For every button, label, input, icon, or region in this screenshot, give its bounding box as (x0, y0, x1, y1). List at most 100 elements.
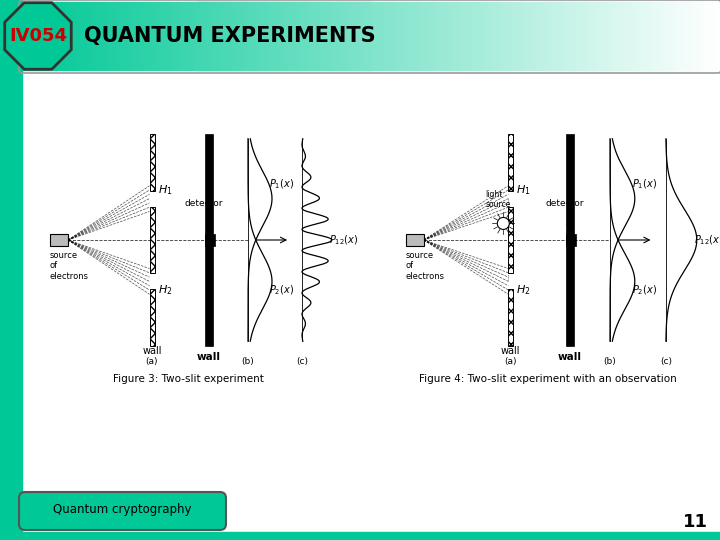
Bar (583, 2, 585, 70)
Bar (568, 2, 570, 70)
Bar (531, 2, 533, 70)
Bar (170, 2, 171, 70)
Bar (300, 2, 302, 70)
Bar (220, 2, 222, 70)
Bar (212, 2, 213, 70)
Bar (489, 2, 490, 70)
Bar (678, 2, 680, 70)
Bar (102, 2, 103, 70)
Bar (98, 2, 99, 70)
Bar (549, 2, 550, 70)
Bar (335, 2, 337, 70)
Bar (306, 2, 307, 70)
Bar (425, 2, 426, 70)
Bar (451, 2, 454, 70)
Bar (567, 2, 569, 70)
Bar (251, 2, 252, 70)
Bar (448, 2, 449, 70)
Bar (362, 2, 364, 70)
Bar (505, 2, 507, 70)
Bar (307, 2, 309, 70)
Bar (399, 2, 400, 70)
Bar (179, 2, 180, 70)
Bar (46, 2, 48, 70)
Bar (669, 2, 670, 70)
Bar (369, 2, 371, 70)
Bar (334, 2, 336, 70)
Bar (279, 2, 281, 70)
Bar (611, 2, 612, 70)
Bar (376, 2, 377, 70)
Bar (447, 2, 449, 70)
Bar (50, 2, 51, 70)
Bar (80, 2, 81, 70)
Bar (205, 134, 213, 346)
Bar (215, 2, 216, 70)
Bar (674, 2, 675, 70)
Text: source
of
electrons: source of electrons (405, 251, 445, 281)
Bar (712, 2, 714, 70)
Bar (42, 2, 43, 70)
Bar (538, 2, 539, 70)
Bar (74, 2, 76, 70)
Bar (598, 2, 600, 70)
Bar (536, 2, 538, 70)
Bar (256, 2, 258, 70)
Bar (156, 2, 157, 70)
Bar (236, 2, 238, 70)
Bar (150, 134, 155, 191)
Bar (626, 2, 628, 70)
Bar (521, 2, 523, 70)
Bar (621, 2, 623, 70)
Bar (353, 2, 354, 70)
Bar (171, 2, 173, 70)
Text: $P_{12}(x)$: $P_{12}(x)$ (329, 233, 359, 247)
Bar (336, 2, 338, 70)
Bar (129, 2, 130, 70)
Bar (145, 2, 147, 70)
Bar (639, 2, 641, 70)
Bar (356, 2, 358, 70)
Bar (508, 207, 513, 273)
Bar (314, 2, 315, 70)
Bar (616, 2, 618, 70)
Bar (554, 2, 556, 70)
Bar (392, 2, 393, 70)
Bar (525, 2, 526, 70)
Bar (557, 2, 559, 70)
Bar (516, 2, 518, 70)
Bar (45, 2, 46, 70)
Bar (89, 2, 90, 70)
Bar (629, 2, 630, 70)
Bar (367, 2, 369, 70)
Bar (344, 2, 346, 70)
Bar (280, 2, 282, 70)
Bar (559, 2, 560, 70)
Bar (131, 2, 132, 70)
Bar (127, 2, 128, 70)
Bar (0, 0, 22, 540)
Bar (544, 2, 546, 70)
Text: wall: wall (197, 352, 221, 362)
Bar (503, 2, 505, 70)
Bar (191, 2, 192, 70)
Bar (101, 2, 102, 70)
Bar (580, 2, 581, 70)
Bar (109, 2, 112, 70)
Bar (498, 2, 499, 70)
Bar (449, 2, 450, 70)
Bar (490, 2, 491, 70)
Bar (375, 2, 377, 70)
Bar (358, 2, 359, 70)
Bar (387, 2, 389, 70)
Bar (163, 2, 164, 70)
Bar (418, 2, 419, 70)
Bar (552, 2, 554, 70)
Bar (684, 2, 685, 70)
Bar (698, 2, 700, 70)
Bar (147, 2, 148, 70)
Bar (352, 2, 354, 70)
Bar (285, 2, 287, 70)
Bar (409, 2, 410, 70)
Bar (127, 2, 129, 70)
